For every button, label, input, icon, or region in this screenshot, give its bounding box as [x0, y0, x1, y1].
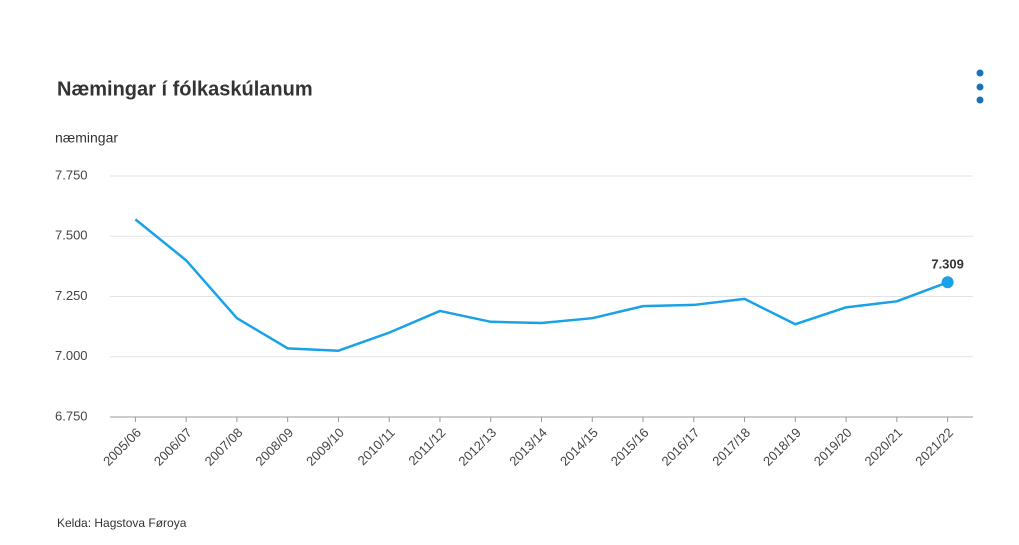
data-line: [134, 218, 949, 352]
menu-dot[interactable]: [976, 96, 984, 104]
x-tick-label: 2018/19: [760, 425, 804, 469]
x-tick-label: 2007/08: [202, 425, 246, 469]
y-tick-label: 7.250: [55, 288, 88, 303]
y-tick-label: 7.000: [55, 348, 88, 363]
x-tick-label: 2012/13: [455, 425, 499, 469]
y-tick-label: 6.750: [55, 408, 88, 423]
x-tick-label: 2017/18: [709, 425, 753, 469]
x-tick-label: 2005/06: [100, 425, 144, 469]
y-tick-label: 7.750: [55, 167, 88, 182]
data-label: 7.309: [931, 257, 964, 272]
menu-dot[interactable]: [976, 69, 984, 77]
x-tick-label: 2019/20: [811, 425, 855, 469]
menu-dot[interactable]: [976, 83, 984, 91]
x-tick-label: 2020/21: [862, 425, 906, 469]
menu-button[interactable]: [976, 69, 984, 104]
x-tick-label: 2016/17: [659, 425, 703, 469]
x-tick-label: 2008/09: [252, 425, 296, 469]
x-tick-label: 2009/10: [303, 425, 347, 469]
y-tick-label: 7.500: [55, 228, 88, 243]
x-tick-label: 2021/22: [912, 425, 956, 469]
chart-title: Næmingar í fólkaskúlanum: [57, 78, 313, 100]
y-axis-label: næmingar: [55, 130, 118, 146]
x-tick-label: 2010/11: [355, 425, 398, 468]
x-tick-label: 2013/14: [506, 425, 550, 469]
x-tick-label: 2015/16: [608, 425, 652, 469]
x-tick-label: 2006/07: [151, 425, 195, 469]
x-tick-label: 2014/15: [557, 425, 601, 469]
source: Kelda: Hagstova Føroya: [57, 516, 187, 530]
data-point: [941, 276, 954, 289]
x-tick-label: 2011/12: [405, 425, 448, 468]
